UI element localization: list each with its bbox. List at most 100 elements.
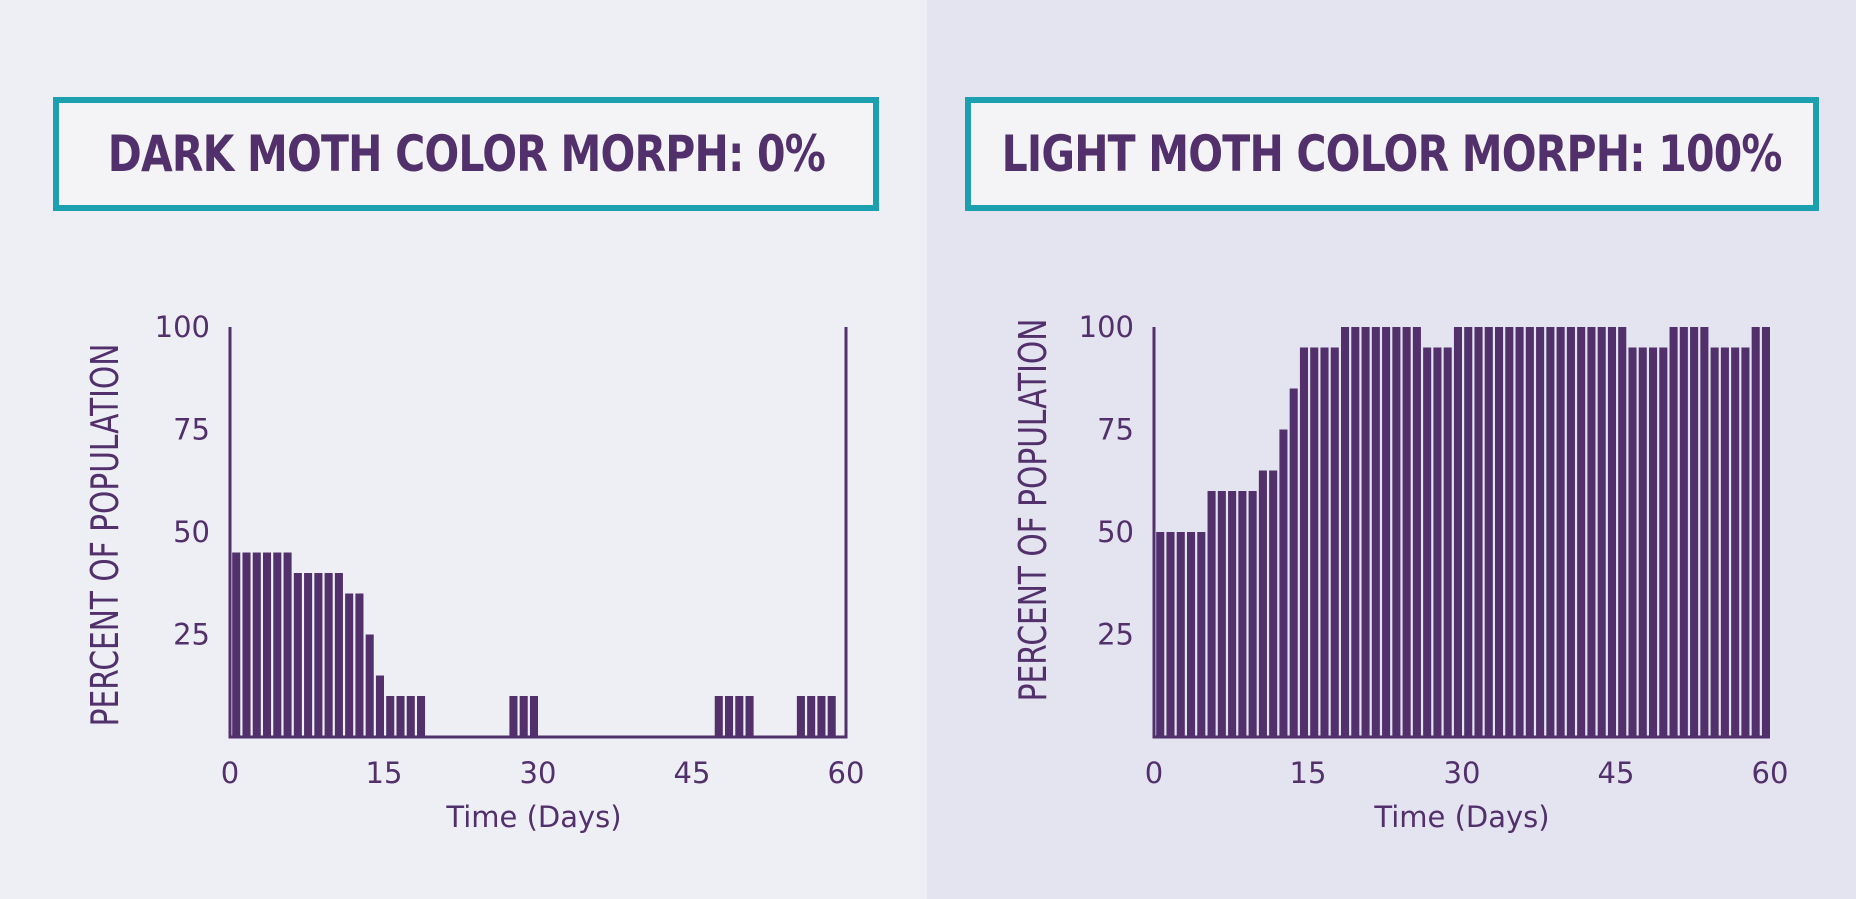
x-tick-label: 0 bbox=[221, 756, 239, 790]
x-tick-label: 60 bbox=[828, 756, 865, 790]
bar bbox=[324, 573, 333, 737]
bar bbox=[406, 696, 415, 737]
bar bbox=[1484, 327, 1493, 737]
bar bbox=[1258, 470, 1267, 737]
bar bbox=[252, 552, 261, 737]
y-axis-label: PERCENT OF POPULATION bbox=[1011, 319, 1056, 702]
bar bbox=[1556, 327, 1565, 737]
bar bbox=[1710, 347, 1719, 737]
bar bbox=[1464, 327, 1473, 737]
bar bbox=[263, 552, 272, 737]
y-tick-label: 100 bbox=[1079, 310, 1134, 344]
bar bbox=[1197, 532, 1206, 737]
y-tick-label: 25 bbox=[1097, 618, 1134, 652]
y-tick-label: 75 bbox=[173, 413, 210, 447]
bar bbox=[355, 593, 364, 737]
bar bbox=[1207, 491, 1216, 737]
bar bbox=[1546, 327, 1555, 737]
bar bbox=[1217, 491, 1226, 737]
bar bbox=[1618, 327, 1627, 737]
bar bbox=[1679, 327, 1688, 737]
bar bbox=[1402, 327, 1411, 737]
bar bbox=[1628, 347, 1637, 737]
bar bbox=[1761, 327, 1770, 737]
bar bbox=[1412, 327, 1421, 737]
bar bbox=[375, 675, 384, 737]
bar bbox=[1341, 327, 1350, 737]
light-morph-chart: PERCENT OF POPULATION Time (Days) 0 15 30 4… bbox=[1011, 310, 1789, 834]
bar bbox=[1166, 532, 1175, 737]
bar bbox=[1187, 532, 1196, 737]
bar bbox=[725, 696, 734, 737]
bar bbox=[807, 696, 816, 737]
bar bbox=[396, 696, 405, 737]
bar bbox=[827, 696, 836, 737]
bar bbox=[1299, 347, 1308, 737]
bar bbox=[242, 552, 251, 737]
x-tick-label: 15 bbox=[366, 756, 403, 790]
x-tick-label: 45 bbox=[674, 756, 711, 790]
bar bbox=[1279, 429, 1288, 737]
bar bbox=[314, 573, 323, 737]
bar bbox=[1382, 327, 1391, 737]
y-tick-label: 25 bbox=[173, 618, 210, 652]
bar bbox=[714, 696, 723, 737]
bar bbox=[1741, 347, 1750, 737]
bar bbox=[1720, 347, 1729, 737]
bar bbox=[1731, 347, 1740, 737]
bar bbox=[386, 696, 395, 737]
bar bbox=[1156, 532, 1165, 737]
x-axis-label: Time (Days) bbox=[445, 800, 621, 834]
bar bbox=[1433, 347, 1442, 737]
bar bbox=[1330, 347, 1339, 737]
bar bbox=[1700, 327, 1709, 737]
bar bbox=[1669, 327, 1678, 737]
light-morph-title: LIGHT MOTH COLOR MORPH: 100% bbox=[1001, 125, 1783, 183]
y-tick-label: 100 bbox=[155, 310, 210, 344]
bar bbox=[304, 573, 313, 737]
bar bbox=[283, 552, 292, 737]
y-tick-label: 50 bbox=[1097, 515, 1134, 549]
bar bbox=[1474, 327, 1483, 737]
bar bbox=[1495, 327, 1504, 737]
bar bbox=[1536, 327, 1545, 737]
y-tick-label: 75 bbox=[1097, 413, 1134, 447]
bar bbox=[417, 696, 426, 737]
x-tick-label: 30 bbox=[520, 756, 557, 790]
bar bbox=[1597, 327, 1606, 737]
bar bbox=[1751, 327, 1760, 737]
bar bbox=[1443, 347, 1452, 737]
bar bbox=[1351, 327, 1360, 737]
x-axis-label: Time (Days) bbox=[1373, 800, 1549, 834]
x-tick-label: 60 bbox=[1752, 756, 1789, 790]
bar bbox=[1505, 327, 1514, 737]
bar bbox=[529, 696, 538, 737]
bar bbox=[1371, 327, 1380, 737]
bar bbox=[1453, 327, 1462, 737]
y-tick-label: 50 bbox=[173, 515, 210, 549]
bar bbox=[1566, 327, 1575, 737]
bar bbox=[232, 552, 241, 737]
bar bbox=[293, 573, 302, 737]
bar bbox=[1659, 347, 1668, 737]
dark-morph-chart: PERCENT OF POPULATION Time (Days) 0 15 30 4… bbox=[83, 310, 865, 834]
bar bbox=[334, 573, 343, 737]
bar bbox=[745, 696, 754, 737]
bar bbox=[365, 634, 374, 737]
dark-morph-panel: DARK MOTH COLOR MORPH: 0% PERCENT OF POP… bbox=[0, 0, 927, 899]
bar bbox=[519, 696, 528, 737]
light-morph-title-box: LIGHT MOTH COLOR MORPH: 100% bbox=[965, 97, 1819, 211]
bar bbox=[1515, 327, 1524, 737]
bar bbox=[1289, 388, 1298, 737]
bar bbox=[1525, 327, 1534, 737]
bar bbox=[1690, 327, 1699, 737]
bar bbox=[1587, 327, 1596, 737]
x-tick-label: 15 bbox=[1290, 756, 1327, 790]
bar bbox=[817, 696, 826, 737]
bar bbox=[1638, 347, 1647, 737]
bar bbox=[345, 593, 354, 737]
bar bbox=[509, 696, 518, 737]
bar bbox=[1310, 347, 1319, 737]
bar bbox=[1176, 532, 1185, 737]
dark-morph-title-box: DARK MOTH COLOR MORPH: 0% bbox=[53, 97, 879, 211]
